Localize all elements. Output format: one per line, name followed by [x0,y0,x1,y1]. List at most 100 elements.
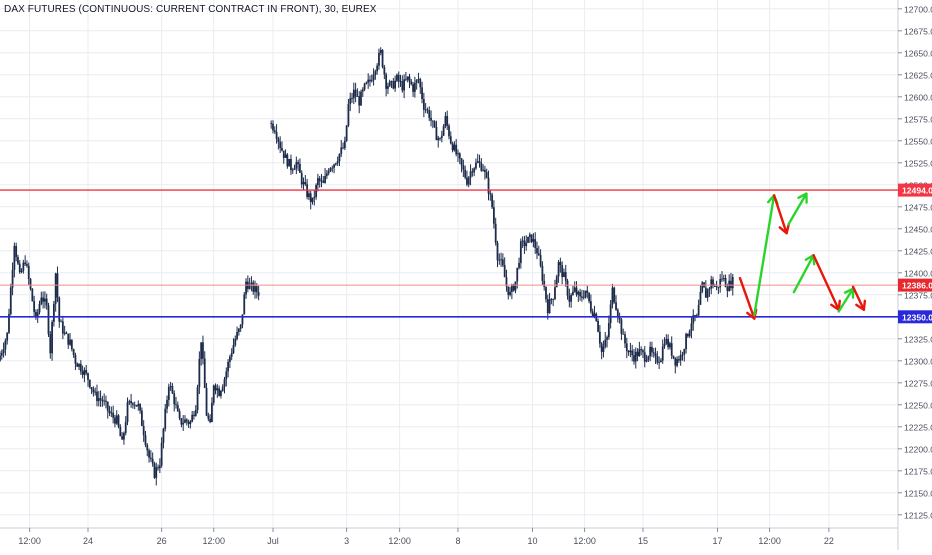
candle-body [717,286,720,288]
candle-body [74,355,77,364]
candle-body [697,304,700,316]
candle-body [257,292,260,296]
candle-body [193,414,195,416]
candle-body [392,81,395,89]
candle-body [620,319,623,334]
price-axis[interactable]: 12125.0 12150.0 12175.0 12200.0 12225.0 12250… [897,0,932,550]
candle-body [412,84,414,92]
candle-body [85,370,88,374]
candle-body [545,286,547,300]
candle-body [234,338,237,346]
candle-body [29,279,32,289]
price-tick-label: 12275.0 [904,378,932,388]
candle-body [112,412,115,418]
price-tick-label: 12125.0 [904,510,932,520]
candle-body [387,85,389,89]
projection-arrow[interactable] [792,253,816,294]
projection-arrow[interactable] [837,287,855,313]
price-tick-label: 12150.0 [904,488,932,498]
time-tick-label: 12:00 [202,536,225,546]
candle-body [494,223,497,243]
candle-body [354,89,357,97]
projection-arrows[interactable] [738,192,867,320]
candle-body [169,386,172,387]
projection-arrow[interactable] [851,285,867,311]
candle-body [403,79,405,91]
candle-body [119,426,122,437]
price-tick-label: 12525.0 [904,158,932,168]
candle-body [329,168,332,171]
candle-body [686,333,689,337]
price-tick-label: 12300.0 [904,356,932,366]
candle-body [185,419,188,422]
candle-body [8,314,10,333]
candle-body [151,458,154,464]
candle-body [521,240,524,242]
candle-body [293,168,296,170]
candle-body [220,390,222,396]
candle-body [487,177,490,194]
time-axis[interactable]: 12:00 24 26 12:00 Jul 3 12:00 8 10 12:00 15 17 12:00… [0,527,898,546]
arrow-shaft [837,287,855,313]
projection-arrow[interactable] [812,253,841,311]
candle-body [194,410,197,416]
candle-body [40,297,43,305]
candle-body [667,338,670,348]
projection-arrow[interactable] [772,194,790,235]
candle-body [464,169,467,178]
candle-body [343,140,346,149]
price-tick-label: 12675.0 [904,26,932,36]
candle-body [509,291,511,295]
candle-body [133,404,136,406]
candle-body [453,144,456,151]
candle-body [609,304,612,324]
candle-body [570,294,573,302]
candle-body [114,417,116,424]
candle-body [232,345,235,354]
candle-body [500,259,502,261]
candle-body [519,241,522,263]
candle-body [13,246,16,270]
candle-body [561,265,564,277]
candle-body [539,255,542,266]
candle-body [139,404,141,411]
candle-body [81,371,84,375]
candle-body [588,292,590,302]
candle-body [633,355,635,362]
candle-body [541,265,544,281]
time-tick-label: 22 [824,536,834,546]
candle-body [88,379,91,388]
candle-body [688,330,691,337]
time-tick-label: Jul [267,536,279,546]
candle-body [223,379,226,387]
candle-body [110,412,113,414]
candle-body [476,161,479,163]
candle-body [448,125,450,137]
candle-body [158,465,161,469]
candle-body [424,109,427,111]
candle-body [640,349,643,351]
candle-body [180,418,183,425]
candle-body [480,162,483,171]
candle-body [437,138,440,141]
candle-body [338,153,341,162]
candle-body [512,285,515,291]
projection-arrow[interactable] [787,192,808,226]
candle-body [665,338,668,344]
price-tick-label: 12650.0 [904,48,932,58]
candle-body [451,143,454,151]
candle-body [70,339,73,350]
candle-body [189,421,192,424]
candle-body [554,287,556,299]
candle-body [611,287,614,305]
candle-body [149,457,152,459]
candle-body [277,138,280,142]
horizontal-levels[interactable]: 12494.0 12386.0 12350.0 [0,183,932,324]
candle-body [83,370,86,375]
candle-body [510,285,513,292]
projection-arrow[interactable] [753,194,779,317]
candle-body [228,356,231,362]
candle-body [537,253,540,256]
candle-body [300,172,303,185]
